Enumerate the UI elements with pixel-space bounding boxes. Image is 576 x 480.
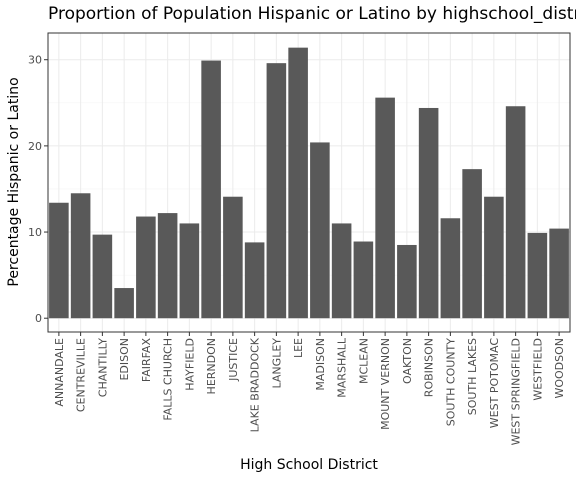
x-tick-label: ROBINSON [423,338,436,397]
x-tick-label: WESTFIELD [531,338,544,401]
chart-title: Proportion of Population Hispanic or Lat… [48,4,576,24]
x-tick-label: MARSHALL [336,337,349,398]
bar-lake-braddock [244,242,265,319]
bar-oakton [397,244,417,319]
bar-south-county [440,218,461,319]
bar-hayfield [179,223,200,319]
bar-mount-vernon [375,97,395,319]
x-tick-label: EDISON [118,338,131,381]
x-tick-label: HAYFIELD [183,338,196,391]
bar-madison [310,142,330,319]
x-tick-label: WEST POTOMAC [488,338,501,429]
bar-woodson [549,228,569,319]
x-tick-label: CENTREVILLE [75,338,88,412]
y-tick-label: 30 [28,54,42,67]
bar-falls-church [157,213,178,319]
x-tick-label: MCLEAN [357,338,370,384]
bar-langley [266,63,287,319]
x-tick-label: CHANTILLY [96,338,109,397]
x-tick-label: HERNDON [205,338,218,394]
x-tick-label: JUSTICE [227,338,240,382]
bar-herndon [201,60,221,319]
x-tick-label: OAKTON [401,338,414,384]
x-tick-label: MOUNT VERNON [379,338,392,430]
bar-lee [288,47,308,319]
x-tick-label: MADISON [314,338,327,391]
x-tick-label: WOODSON [553,338,566,399]
bar-edison [114,288,134,319]
x-tick-label: LAKE BRADDOCK [249,337,262,432]
bar-robinson [418,107,439,319]
plot-area: 0 10 20 30 ANNANDALE CENTREVILLE CHANTILLY EDIS… [28,32,571,445]
y-tick-label: 10 [28,226,42,239]
panel-background [48,33,570,332]
x-axis-title: High School District [240,457,378,473]
bar-justice [223,196,243,319]
y-tick-label: 20 [28,140,42,153]
x-tick-label: FALLS CHURCH [162,338,175,421]
x-tick-label: LEE [292,338,305,358]
x-tick-label: ANNANDALE [53,338,66,407]
bar-fairfax [136,216,156,319]
y-axis-title: Percentage Hispanic or Latino [6,77,22,286]
bar-marshall [331,223,352,319]
bar-centreville [70,193,91,319]
bar-westfield [527,232,548,319]
x-tick-label: WEST SPRINGFIELD [510,338,523,445]
bar-annandale [49,202,69,319]
bar-west-springfield [505,106,526,319]
bar-chantilly [92,234,113,319]
x-tick-label: LANGLEY [270,338,283,389]
bar-south-lakes [462,169,482,319]
panel-border [47,32,571,333]
bar-west-potomac [484,196,504,319]
bar-mclean [353,241,374,319]
x-tick-label: SOUTH LAKES [466,338,479,415]
x-tick-label: FAIRFAX [140,338,153,383]
x-tick-label: SOUTH COUNTY [444,338,457,427]
y-tick-label: 0 [35,312,42,325]
